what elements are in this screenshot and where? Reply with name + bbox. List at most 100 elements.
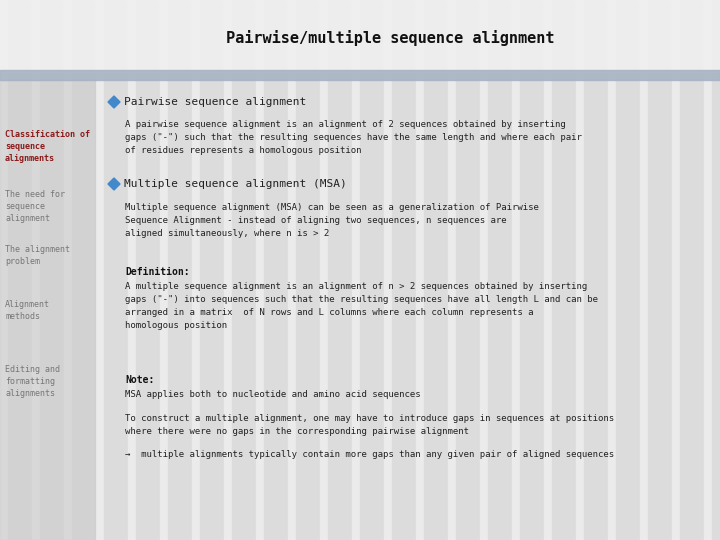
- Text: Classification of
sequence
alignments: Classification of sequence alignments: [5, 130, 90, 163]
- Bar: [536, 0, 544, 540]
- Bar: [296, 0, 304, 540]
- Text: Multiple sequence alignment (MSA) can be seen as a generalization of Pairwise
Se: Multiple sequence alignment (MSA) can be…: [125, 203, 539, 238]
- Bar: [144, 0, 152, 540]
- Text: Pairwise/multiple sequence alignment: Pairwise/multiple sequence alignment: [226, 30, 554, 46]
- Bar: [288, 0, 296, 540]
- Text: The need for
sequence
alignment: The need for sequence alignment: [5, 190, 65, 222]
- Bar: [592, 0, 600, 540]
- Bar: [648, 0, 656, 540]
- Text: Alignment
methods: Alignment methods: [5, 300, 50, 321]
- Bar: [640, 0, 648, 540]
- Bar: [408, 0, 416, 540]
- Bar: [480, 0, 488, 540]
- Bar: [24, 0, 32, 540]
- Bar: [344, 0, 352, 540]
- Bar: [488, 0, 496, 540]
- Bar: [152, 0, 160, 540]
- Bar: [256, 0, 264, 540]
- Polygon shape: [108, 178, 120, 190]
- Bar: [200, 0, 208, 540]
- Bar: [376, 0, 384, 540]
- Bar: [360, 0, 368, 540]
- Bar: [416, 0, 424, 540]
- Bar: [232, 0, 240, 540]
- Bar: [248, 0, 256, 540]
- Bar: [8, 0, 16, 540]
- Bar: [312, 0, 320, 540]
- Bar: [280, 0, 288, 540]
- Bar: [136, 0, 144, 540]
- Bar: [48, 0, 56, 540]
- Bar: [304, 0, 312, 540]
- Bar: [56, 0, 64, 540]
- Bar: [512, 0, 520, 540]
- Bar: [568, 0, 576, 540]
- Text: Multiple sequence alignment (MSA): Multiple sequence alignment (MSA): [124, 179, 347, 189]
- Bar: [712, 0, 720, 540]
- Bar: [680, 0, 688, 540]
- Bar: [320, 0, 328, 540]
- Polygon shape: [108, 96, 120, 108]
- Bar: [328, 0, 336, 540]
- Bar: [104, 0, 112, 540]
- Bar: [544, 0, 552, 540]
- Bar: [656, 0, 664, 540]
- Bar: [96, 0, 104, 540]
- Bar: [624, 0, 632, 540]
- Bar: [520, 0, 528, 540]
- Bar: [528, 0, 536, 540]
- Bar: [240, 0, 248, 540]
- Bar: [424, 0, 432, 540]
- Bar: [456, 0, 464, 540]
- Bar: [16, 0, 24, 540]
- Bar: [352, 0, 360, 540]
- Bar: [560, 0, 568, 540]
- Bar: [0, 0, 8, 540]
- Bar: [0, 0, 720, 72]
- Bar: [552, 0, 560, 540]
- Bar: [176, 0, 184, 540]
- Bar: [600, 0, 608, 540]
- Text: Definition:: Definition:: [125, 267, 189, 277]
- Bar: [576, 0, 584, 540]
- Bar: [504, 0, 512, 540]
- Bar: [224, 0, 232, 540]
- Bar: [400, 0, 408, 540]
- Bar: [160, 0, 168, 540]
- Text: To construct a multiple alignment, one may have to introduce gaps in sequences a: To construct a multiple alignment, one m…: [125, 414, 614, 436]
- Bar: [464, 0, 472, 540]
- Bar: [368, 0, 376, 540]
- Bar: [632, 0, 640, 540]
- Bar: [128, 0, 136, 540]
- Text: A multiple sequence alignment is an alignment of n > 2 sequences obtained by ins: A multiple sequence alignment is an alig…: [125, 282, 598, 329]
- Bar: [336, 0, 344, 540]
- Text: Note:: Note:: [125, 375, 154, 385]
- Bar: [208, 0, 216, 540]
- Bar: [120, 0, 128, 540]
- Bar: [40, 0, 48, 540]
- Bar: [672, 0, 680, 540]
- Bar: [192, 0, 200, 540]
- Bar: [216, 0, 224, 540]
- Bar: [608, 0, 616, 540]
- Bar: [72, 0, 80, 540]
- Bar: [32, 0, 40, 540]
- Text: MSA applies both to nucleotide and amino acid sequences: MSA applies both to nucleotide and amino…: [125, 390, 420, 399]
- Bar: [432, 0, 440, 540]
- Bar: [616, 0, 624, 540]
- Bar: [704, 0, 712, 540]
- Bar: [112, 0, 120, 540]
- Bar: [88, 0, 96, 540]
- Bar: [0, 80, 95, 540]
- Bar: [384, 0, 392, 540]
- Bar: [696, 0, 704, 540]
- Bar: [584, 0, 592, 540]
- Text: A pairwise sequence alignment is an alignment of 2 sequences obtained by inserti: A pairwise sequence alignment is an alig…: [125, 120, 582, 154]
- Bar: [80, 0, 88, 540]
- Bar: [496, 0, 504, 540]
- Bar: [264, 0, 272, 540]
- Bar: [472, 0, 480, 540]
- Bar: [272, 0, 280, 540]
- Bar: [0, 70, 720, 80]
- Text: Pairwise sequence alignment: Pairwise sequence alignment: [124, 97, 306, 107]
